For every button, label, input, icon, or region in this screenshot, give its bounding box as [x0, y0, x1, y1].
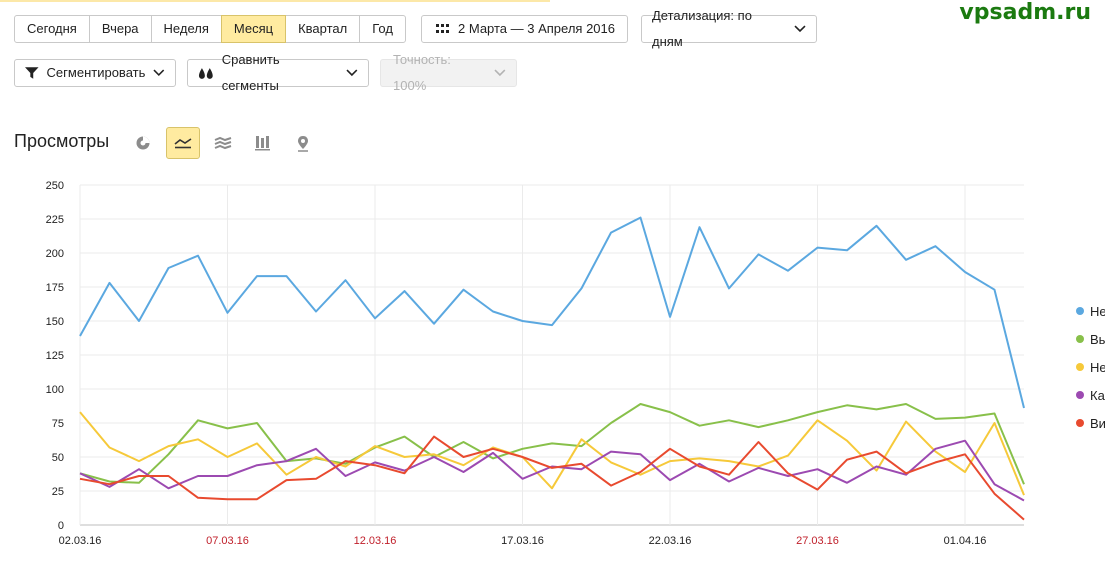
- area-chart-button[interactable]: [206, 127, 240, 159]
- filter-icon: [25, 67, 39, 79]
- legend-dot: [1076, 391, 1084, 399]
- area-chart-icon: [214, 136, 232, 150]
- y-tick-label: 150: [46, 316, 64, 328]
- calendar-icon: [436, 24, 449, 33]
- compare-segments-button[interactable]: Сравнить сегменты: [187, 52, 369, 93]
- period-today-button[interactable]: Сегодня: [14, 15, 90, 43]
- accuracy-label: Точность: 100%: [393, 52, 451, 93]
- bar-chart-icon: [255, 136, 270, 151]
- top-progress-line: [0, 0, 550, 2]
- line-chart-button[interactable]: [166, 127, 200, 159]
- legend-label: Не: [1090, 304, 1105, 319]
- series-line[interactable]: [79, 403, 1025, 485]
- y-tick-label: 0: [58, 520, 64, 532]
- y-tick-label: 175: [46, 282, 64, 294]
- bar-chart-button[interactable]: [246, 127, 280, 159]
- x-tick-label: 27.03.16: [796, 535, 839, 547]
- compare-label: Сравнить сегменты: [221, 52, 280, 93]
- legend-dot: [1076, 363, 1084, 371]
- y-tick-label: 200: [46, 248, 64, 260]
- y-tick-label: 75: [52, 418, 64, 430]
- period-quarter-button[interactable]: Квартал: [285, 15, 361, 43]
- y-tick-label: 25: [52, 486, 64, 498]
- chevron-down-icon: [346, 69, 358, 77]
- y-tick-label: 100: [46, 384, 64, 396]
- x-tick-label: 22.03.16: [649, 535, 692, 547]
- period-year-button[interactable]: Год: [359, 15, 406, 43]
- legend-label: Не: [1090, 360, 1105, 375]
- legend-label: Ви: [1090, 416, 1105, 431]
- line-chart-icon: [174, 138, 192, 149]
- series-line[interactable]: [79, 216, 1025, 409]
- drops-icon: [198, 67, 213, 79]
- segment-label: Сегментировать: [46, 65, 146, 80]
- chevron-down-icon: [794, 25, 806, 33]
- map-button[interactable]: [286, 127, 320, 159]
- date-range-label: 2 Марта — 3 Апреля 2016: [458, 21, 615, 36]
- x-tick-label: 07.03.16: [206, 535, 249, 547]
- y-tick-label: 125: [46, 350, 64, 362]
- date-range-button[interactable]: 2 Марта — 3 Апреля 2016: [421, 15, 628, 43]
- pie-chart-icon: [136, 136, 150, 150]
- report-title: Просмотры: [14, 131, 110, 151]
- legend-dot: [1076, 335, 1084, 343]
- x-tick-label: 12.03.16: [354, 535, 397, 547]
- y-tick-label: 50: [52, 452, 64, 464]
- x-tick-label: 01.04.16: [944, 535, 987, 547]
- series-line[interactable]: [79, 411, 1025, 496]
- period-yesterday-button[interactable]: Вчера: [88, 15, 152, 43]
- x-tick-label: 17.03.16: [501, 535, 544, 547]
- legend-dot: [1076, 307, 1084, 315]
- legend-dot: [1076, 419, 1084, 427]
- chevron-down-icon: [494, 69, 506, 77]
- period-selector: Сегодня Вчера Неделя Месяц Квартал Год: [14, 15, 406, 43]
- segment-button[interactable]: Сегментировать: [14, 59, 176, 87]
- y-tick-label: 250: [46, 180, 64, 192]
- series-line[interactable]: [79, 435, 1025, 521]
- y-tick-label: 225: [46, 214, 64, 226]
- series-line[interactable]: [79, 439, 1025, 502]
- chevron-down-icon: [153, 69, 165, 77]
- pie-chart-button[interactable]: [126, 127, 160, 159]
- watermark: vpsadm.ru: [959, 0, 1091, 25]
- period-month-button[interactable]: Месяц: [220, 15, 287, 43]
- map-pin-icon: [298, 135, 308, 152]
- period-week-button[interactable]: Неделя: [150, 15, 222, 43]
- detail-select[interactable]: Детализация: по дням: [641, 8, 817, 49]
- accuracy-select[interactable]: Точность: 100%: [380, 52, 517, 93]
- x-tick-label: 02.03.16: [59, 535, 102, 547]
- detail-label: Детализация: по дням: [652, 8, 752, 49]
- legend-label: Вь: [1090, 332, 1105, 347]
- legend-label: Ка: [1090, 388, 1105, 403]
